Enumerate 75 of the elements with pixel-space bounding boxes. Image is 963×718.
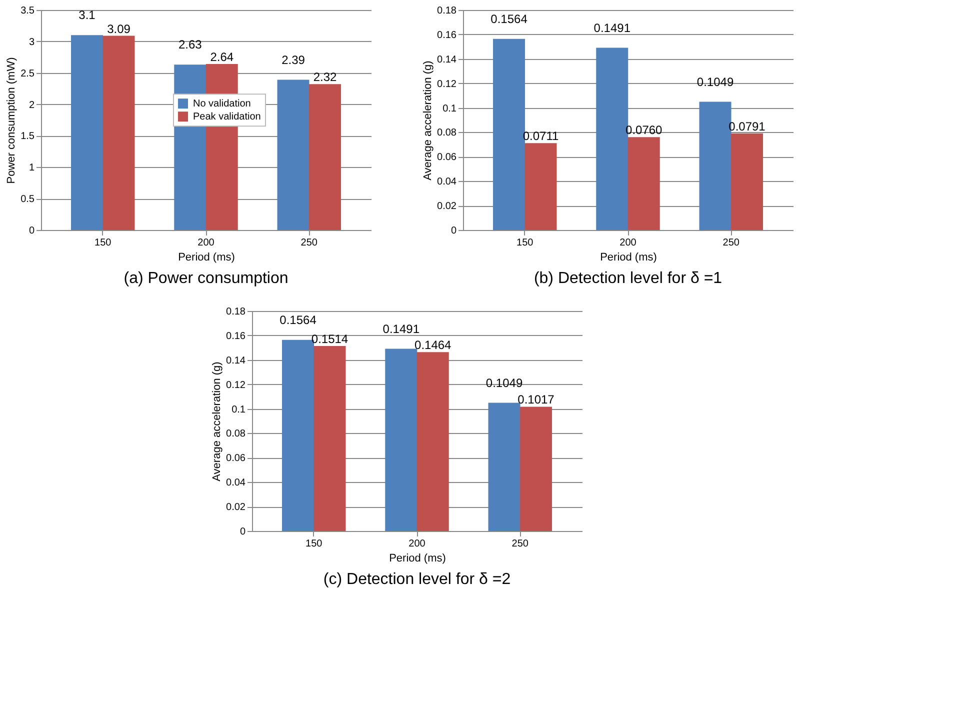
y-tick-label: 0: [450, 226, 457, 236]
y-tick-label: 0.16: [226, 330, 246, 342]
y-tick-label: 0.18: [437, 6, 457, 16]
x-tick-label: 150: [306, 538, 323, 550]
y-tick-label: 0.18: [226, 306, 246, 318]
y-tick-label: 0.08: [226, 428, 246, 440]
bar: [277, 80, 310, 230]
y-tick-label: 2: [28, 100, 35, 111]
y-tick-label: 3: [28, 36, 35, 48]
data-label: 0.1049: [486, 376, 523, 390]
y-tick-label: 0.02: [226, 502, 246, 514]
bar: [385, 348, 418, 531]
y-tick-label: 0.04: [226, 478, 246, 489]
data-label: 3.1: [78, 8, 96, 22]
y-tick-label: 1.5: [20, 131, 35, 142]
data-label: 2.32: [313, 70, 337, 84]
x-tick-label: 200: [620, 238, 637, 248]
data-label: 0.1491: [382, 322, 420, 336]
y-tick-label: 0: [28, 226, 35, 236]
x-axis-title: Period (ms): [600, 252, 657, 264]
y-tick-label: 0.04: [437, 176, 457, 188]
y-tick-label: 0.06: [437, 152, 457, 164]
y-tick-label: 0.14: [226, 355, 246, 366]
y-tick-label: 0.12: [437, 78, 457, 90]
data-label: 0.1049: [696, 74, 734, 89]
data-label: 2.64: [210, 50, 234, 64]
y-tick-label: 0.12: [226, 380, 246, 391]
y-tick-label: 2.5: [20, 68, 35, 80]
data-label: 0.1464: [414, 338, 452, 352]
data-label: 2.39: [282, 52, 306, 67]
bar: [314, 346, 346, 531]
y-tick-label: 0.14: [437, 54, 457, 66]
y-tick-label: 0.16: [437, 30, 457, 41]
x-tick-label: 250: [722, 238, 740, 248]
data-label: 0.1491: [594, 20, 631, 35]
bar: [524, 143, 557, 230]
y-axis-title: Average acceleration (g): [422, 60, 434, 180]
x-tick-label: 200: [198, 238, 215, 248]
text: (a) Power consumption: [124, 270, 288, 287]
bar: [416, 352, 449, 531]
legend-label: No validation: [193, 98, 251, 110]
y-axis-title: Average acceleration (g): [211, 362, 224, 482]
x-tick-label: 250: [512, 538, 529, 550]
y-tick-label: 3.5: [20, 6, 35, 16]
x-tick-label: 150: [94, 238, 112, 248]
y-tick-label: 1: [28, 162, 35, 174]
data-label: 0.1514: [311, 332, 348, 346]
y-tick-label: 0.1: [442, 103, 457, 114]
data-label: 0.1564: [280, 312, 317, 327]
x-axis-title: Period (ms): [389, 552, 446, 564]
bar: [102, 36, 135, 230]
x-tick-label: 250: [300, 238, 318, 248]
y-tick-label: 0.06: [226, 453, 246, 464]
legend-label: Peak validation: [193, 112, 261, 123]
bar: [71, 35, 104, 230]
x-axis-title: Period (ms): [178, 252, 235, 264]
data-label: 2.63: [178, 38, 202, 52]
data-label: 0.1564: [490, 12, 528, 26]
y-tick-label: 0: [240, 526, 246, 538]
bar: [628, 137, 660, 230]
y-tick-label: 0.1: [232, 404, 246, 416]
data-label: 3.09: [107, 22, 131, 36]
bar: [730, 133, 763, 230]
x-tick-label: 150: [516, 238, 534, 248]
y-tick-label: 0.5: [20, 194, 35, 206]
text: (b) Detection level for δ =1: [534, 270, 722, 287]
bar: [308, 84, 341, 230]
y-tick-label: 0.08: [437, 128, 457, 139]
y-tick-label: 0.02: [437, 201, 457, 212]
bar: [520, 406, 552, 531]
data-label: 0.1017: [518, 392, 555, 407]
x-tick-label: 200: [408, 538, 426, 550]
bar: [488, 402, 520, 531]
text: (c) Detection level for δ =2: [323, 571, 511, 588]
y-axis-title: Power consumption (mW): [6, 57, 18, 184]
